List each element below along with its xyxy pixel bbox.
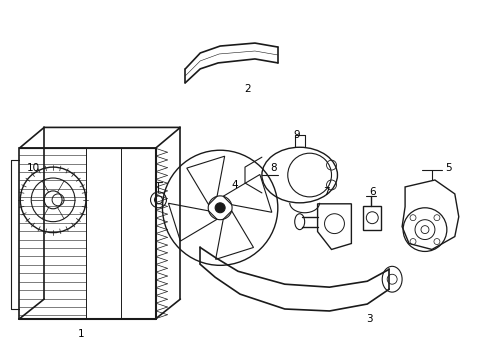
Text: 7: 7	[323, 187, 330, 197]
Text: 2: 2	[245, 84, 251, 94]
Text: 8: 8	[270, 163, 277, 173]
Text: 9: 9	[294, 130, 300, 140]
Text: 1: 1	[77, 329, 84, 339]
Text: 3: 3	[366, 314, 372, 324]
Text: 6: 6	[369, 187, 376, 197]
Circle shape	[215, 203, 225, 213]
Text: 10: 10	[26, 163, 40, 173]
Text: 5: 5	[445, 163, 452, 173]
Text: 4: 4	[232, 180, 238, 190]
